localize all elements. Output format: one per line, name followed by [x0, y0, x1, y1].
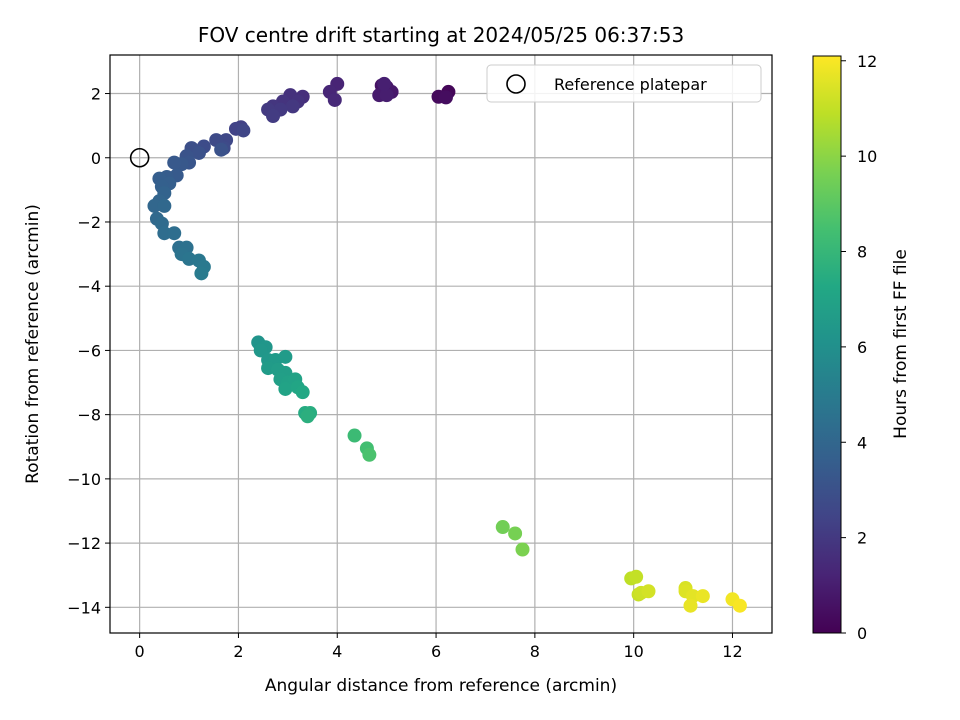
y-tick-label: −10: [67, 470, 101, 489]
colorbar-tick-label: 6: [857, 338, 867, 357]
data-point: [278, 381, 293, 396]
colorbar-tick-label: 12: [857, 52, 877, 71]
data-point: [167, 226, 182, 241]
legend-box: [486, 64, 762, 103]
y-tick-label: 0: [91, 149, 101, 168]
data-point: [347, 428, 362, 443]
y-axis-label: Rotation from reference (arcmin): [23, 204, 43, 484]
y-tick-label: −8: [77, 406, 101, 425]
data-point: [253, 343, 268, 358]
data-point: [285, 99, 300, 114]
data-point: [157, 226, 172, 241]
x-tick-label: 10: [623, 642, 643, 661]
data-point: [732, 598, 747, 613]
data-point: [438, 90, 453, 105]
data-point: [147, 198, 162, 213]
colorbar-tick-label: 0: [857, 624, 867, 643]
y-tick-label: −12: [67, 534, 101, 553]
data-point: [641, 584, 656, 599]
colorbar-tick-label: 10: [857, 147, 877, 166]
legend-open-circle-icon: [506, 74, 526, 94]
x-tick-label: 4: [332, 642, 342, 661]
data-point: [683, 598, 698, 613]
x-tick-label: 2: [233, 642, 243, 661]
data-point: [495, 520, 510, 535]
y-tick-label: −6: [77, 341, 101, 360]
data-point: [236, 123, 251, 138]
data-point: [167, 155, 182, 170]
colorbar-label: Hours from first FF file: [891, 249, 911, 439]
legend-entry-label: Reference platepar: [554, 75, 707, 94]
data-point: [379, 88, 394, 103]
x-tick-label: 12: [722, 642, 742, 661]
data-point: [629, 569, 644, 584]
data-point: [695, 589, 710, 604]
legend: Reference platepar: [486, 64, 762, 103]
x-axis-label: Angular distance from reference (arcmin): [265, 676, 617, 696]
data-point: [362, 447, 377, 462]
colorbar: 0 2 4 6 8 10 12 Hours from first FF file: [812, 52, 911, 643]
data-point: [508, 526, 523, 541]
x-tick-label: 8: [530, 642, 540, 661]
plot-frame: [109, 54, 773, 634]
y-tick-label: −4: [77, 277, 101, 296]
grid-lines: [110, 55, 772, 633]
x-tick-label: 6: [431, 642, 441, 661]
data-point: [300, 409, 315, 424]
colorbar-tick-label: 8: [857, 243, 867, 262]
y-tick-label: 2: [91, 85, 101, 104]
data-point: [214, 142, 229, 157]
scatter-points: [147, 76, 747, 613]
data-point: [266, 109, 281, 124]
data-point: [515, 542, 530, 557]
data-point: [295, 385, 310, 400]
data-point: [191, 145, 206, 160]
data-point: [278, 349, 293, 364]
chart-title: FOV centre drift starting at 2024/05/25 …: [198, 23, 684, 47]
colorbar-tick-label: 4: [857, 433, 867, 452]
y-tick-label: −14: [67, 598, 101, 617]
y-axis-ticks: 2 0 −2 −4 −6 −8 −10 −12 −14: [67, 85, 110, 617]
reference-point-marker: [129, 147, 150, 168]
data-point: [157, 198, 172, 213]
y-tick-label: −2: [77, 213, 101, 232]
data-point: [194, 266, 209, 281]
colorbar-gradient: [812, 55, 842, 634]
colorbar-ticks: 0 2 4 6 8 10 12: [841, 52, 877, 643]
data-point: [327, 92, 342, 107]
x-axis-ticks: 0 2 4 6 8 10 12: [135, 633, 743, 661]
colorbar-tick-label: 2: [857, 529, 867, 548]
data-point: [377, 76, 392, 91]
x-tick-label: 0: [135, 642, 145, 661]
